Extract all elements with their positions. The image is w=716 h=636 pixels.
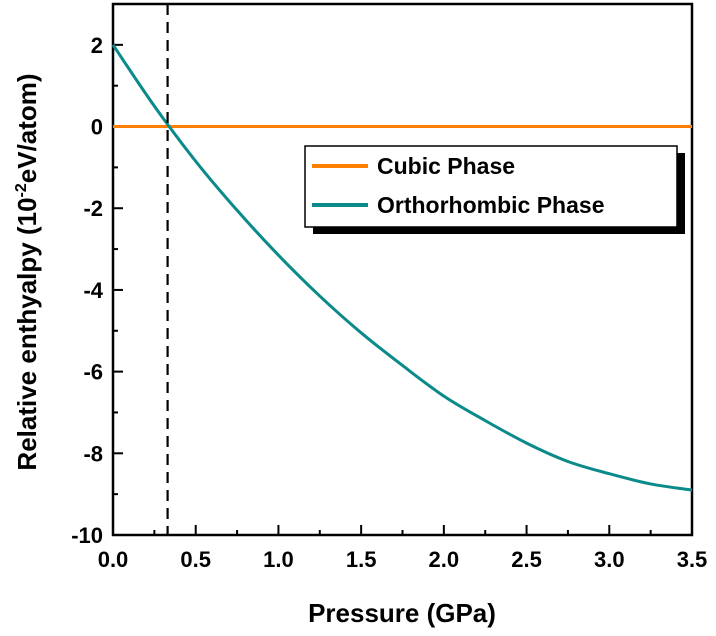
legend: Cubic Phase Orthorhombic Phase	[304, 145, 685, 234]
x-tick-label: 1.0	[263, 547, 294, 572]
y-axis-title: Relative enthyalpy (10-2eV/atom)	[12, 73, 42, 470]
x-axis-title: Pressure (GPa)	[308, 598, 496, 628]
y-tick-label: -10	[71, 523, 103, 548]
x-tick-label: 0.0	[98, 547, 129, 572]
x-tick-label: 0.5	[180, 547, 211, 572]
y-axis-title-suffix: eV/atom)	[12, 73, 42, 183]
plot-area-border	[111, 2, 694, 537]
orthorhombic-phase-line	[111, 44, 693, 492]
plot-frame	[111, 2, 694, 537]
y-tick-label: -2	[83, 196, 103, 221]
x-tick-label: 1.5	[346, 547, 377, 572]
y-axis-title-prefix: Relative enthyalpy (10	[12, 197, 42, 470]
x-tick-label: 2.0	[429, 547, 460, 572]
y-tick-label: 2	[91, 33, 103, 58]
x-tick-label: 3.5	[677, 547, 708, 572]
series-lines	[111, 4, 693, 535]
x-tick-label: 3.0	[594, 547, 625, 572]
legend-label-orthorhombic: Orthorhombic Phase	[377, 192, 604, 218]
legend-box	[304, 145, 678, 228]
legend-label-cubic: Cubic Phase	[377, 153, 515, 179]
y-axis-title-superscript: -2	[13, 183, 30, 197]
y-tick-label: -8	[83, 441, 103, 466]
axis-ticks	[112, 3, 693, 536]
y-tick-label: -4	[83, 278, 103, 303]
x-tick-label: 2.5	[511, 547, 542, 572]
y-tick-label: 0	[91, 115, 103, 140]
y-tick-label: -6	[83, 360, 103, 385]
tick-labels: 0.0 0.5 1.0 1.5 2.0 2.5 3.0 3.5 -10 -8 -6 -4 -2 0 2	[71, 33, 707, 572]
